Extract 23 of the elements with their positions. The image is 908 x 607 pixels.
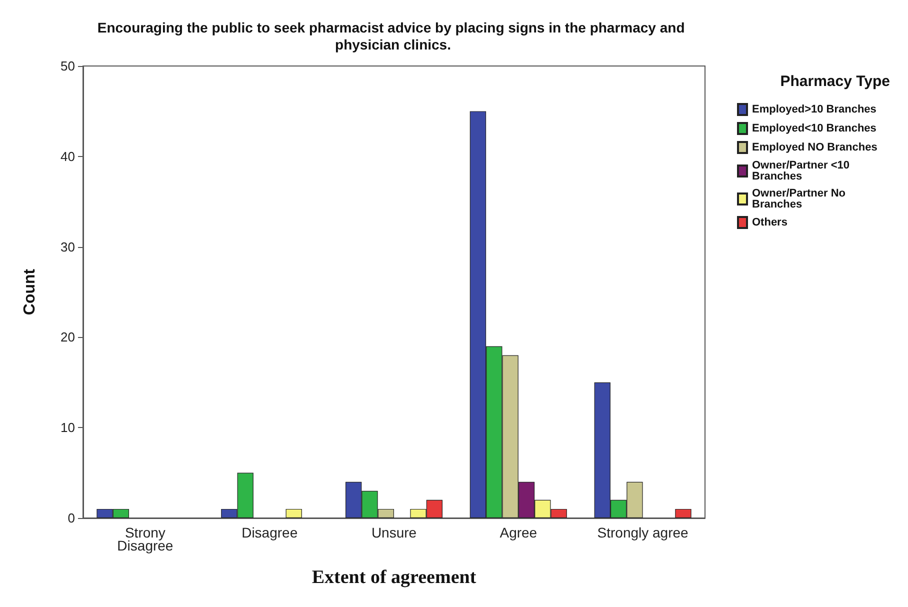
legend-label: Owner/Partner <10 Branches xyxy=(752,160,853,182)
legend-label: Owner/Partner No Branches xyxy=(752,188,849,210)
y-tick-label: 30 xyxy=(60,239,75,254)
x-tick-label: Disagree xyxy=(242,524,298,540)
y-tick-label: 20 xyxy=(60,330,75,345)
bar xyxy=(286,508,302,518)
legend-title: Pharmacy Type xyxy=(780,73,890,90)
bar xyxy=(675,508,692,518)
x-tick-label: Strongly agree xyxy=(597,524,689,540)
y-tick-label: 50 xyxy=(60,58,75,74)
y-tick-label: 10 xyxy=(60,420,75,436)
y-tick-label: 0 xyxy=(68,510,75,526)
legend-label: Employed>10 Branches xyxy=(752,104,876,116)
chart-title: Encouraging the public to seek pharmacist advice by placing signs in the pharmacy and physician clinics. xyxy=(97,20,689,52)
x-tick-label: Unsure xyxy=(371,524,417,540)
x-tick-label: Strony Disagree xyxy=(117,524,174,554)
legend-label: Others xyxy=(752,216,788,228)
y-tick-label: 40 xyxy=(60,148,75,164)
legend-label: Employed<10 Branches xyxy=(752,122,876,134)
x-axis-title: Extent of agreement xyxy=(312,567,477,588)
y-axis-title: Count xyxy=(22,268,38,316)
legend-label: Employed NO Branches xyxy=(752,142,878,154)
x-tick-label: Agree xyxy=(500,524,538,540)
